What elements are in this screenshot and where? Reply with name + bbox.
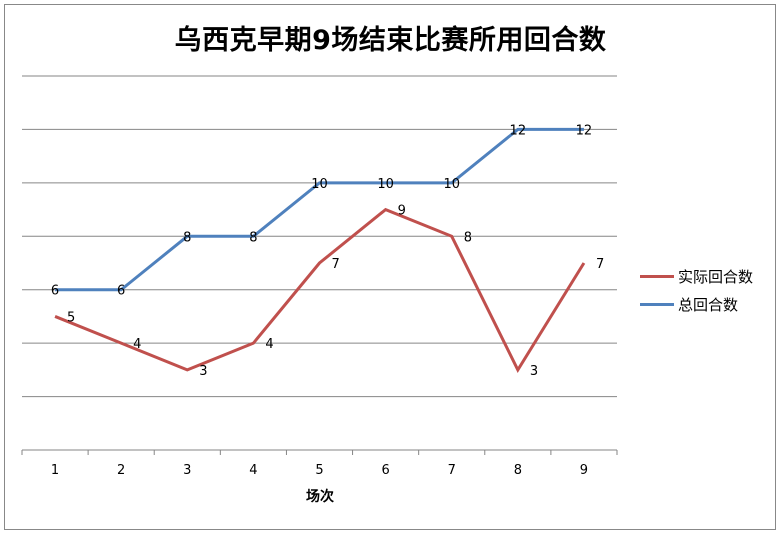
data-label: 6	[117, 284, 125, 299]
data-label: 12	[576, 123, 593, 138]
data-label: 5	[67, 310, 75, 325]
x-tick-label: 4	[249, 463, 257, 478]
legend-label-total: 总回合数	[678, 295, 739, 314]
legend-swatch-total	[640, 302, 674, 306]
x-tick-label: 2	[117, 463, 125, 478]
legend-swatch-actual	[640, 274, 674, 278]
data-label: 6	[51, 284, 59, 299]
series-line	[54, 207, 586, 373]
x-tick-label: 1	[51, 463, 59, 478]
data-label: 12	[510, 123, 527, 138]
data-label: 8	[464, 230, 472, 245]
data-label: 10	[443, 177, 460, 192]
x-tick-label: 8	[514, 463, 522, 478]
data-label: 9	[398, 204, 406, 219]
x-axis-title: 场次	[306, 489, 334, 505]
legend-item-total-rounds: 总回合数	[640, 290, 753, 318]
data-label: 4	[133, 337, 141, 352]
data-label: 8	[183, 230, 191, 245]
legend: 实际回合数 总回合数	[640, 262, 753, 318]
data-label: 10	[377, 177, 394, 192]
x-tick-label: 9	[580, 463, 588, 478]
legend-item-actual-rounds: 实际回合数	[640, 262, 753, 290]
x-tick-label: 6	[381, 463, 389, 478]
x-tick-label: 3	[183, 463, 191, 478]
data-label: 4	[265, 337, 273, 352]
data-label: 7	[596, 257, 604, 272]
x-tick-label: 7	[448, 463, 456, 478]
chart-title: 乌西克早期9场结束比赛所用回合数	[174, 25, 607, 56]
legend-label-actual: 实际回合数	[678, 267, 754, 286]
series-line	[55, 127, 584, 292]
data-label: 8	[249, 230, 257, 245]
data-label: 3	[530, 364, 538, 379]
chart-frame	[4, 4, 776, 530]
data-label: 7	[332, 257, 340, 272]
data-label: 3	[199, 364, 207, 379]
x-tick-label: 5	[315, 463, 323, 478]
data-label: 10	[311, 177, 328, 192]
